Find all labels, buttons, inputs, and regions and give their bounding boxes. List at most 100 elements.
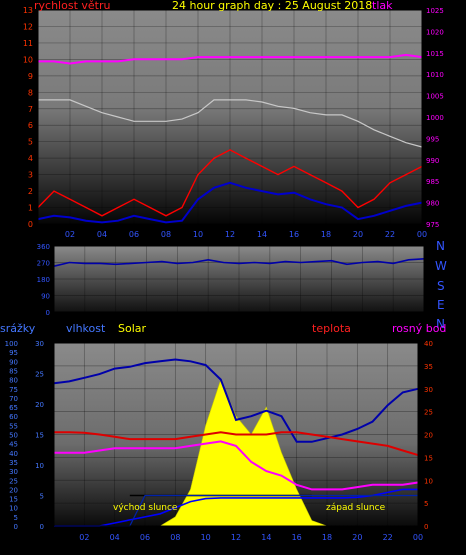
plot-frame bbox=[37, 9, 423, 225]
x-tick-label: 16 bbox=[292, 533, 302, 542]
x-tick-label: 14 bbox=[257, 230, 267, 239]
y-tick-label-left: 5 bbox=[28, 138, 33, 147]
y-tick-label-left: 75 bbox=[9, 386, 18, 394]
y-tick-label-right: 1020 bbox=[426, 28, 444, 36]
wind-pressure-grid bbox=[38, 9, 423, 225]
compass-n-top: N bbox=[436, 239, 445, 253]
plot-frame bbox=[53, 245, 425, 313]
y-tick-label-left: 100 bbox=[5, 340, 18, 348]
y-tick-label-left: 40 bbox=[9, 450, 18, 458]
y-tick-label-left: 85 bbox=[9, 367, 18, 375]
x-tick-label: 20 bbox=[352, 533, 362, 542]
temperature-humidity-axes: 0510152025303540051015202530354045505560… bbox=[5, 340, 433, 542]
rain-line bbox=[54, 488, 418, 527]
x-tick-label: 12 bbox=[225, 230, 235, 239]
sunrise-annotation: východ slunce bbox=[113, 503, 178, 513]
temperature-line bbox=[54, 431, 419, 457]
y-tick-label-left: 20 bbox=[9, 486, 18, 494]
x-tick-label: 06 bbox=[140, 533, 150, 542]
y-tick-label-left: 70 bbox=[9, 395, 18, 403]
y-tick-label-right: 990 bbox=[426, 157, 439, 165]
y-tick-label-right: 1000 bbox=[426, 114, 444, 122]
compass-s: S bbox=[437, 279, 445, 293]
x-tick-label: 12 bbox=[231, 533, 241, 542]
pressure-label: tlak bbox=[372, 0, 393, 12]
x-tick-label: 02 bbox=[79, 533, 89, 542]
y-tick-label-right: 995 bbox=[426, 135, 439, 143]
y-tick-label-left2: 30 bbox=[35, 340, 44, 348]
y-tick-label-left: 80 bbox=[9, 377, 18, 385]
series-line-0 bbox=[37, 149, 423, 217]
y-tick-label-right: 1005 bbox=[426, 93, 444, 101]
y-tick-label-right: 35 bbox=[424, 363, 433, 371]
y-tick-label-left: 25 bbox=[9, 477, 18, 485]
y-tick-label-left: 3 bbox=[28, 171, 33, 180]
wind-direction-series bbox=[53, 258, 425, 267]
series-line-0 bbox=[53, 258, 425, 267]
humidity-label: vlhkost bbox=[66, 322, 106, 335]
x-tick-label: 10 bbox=[201, 533, 211, 542]
y-tick-label-left: 8 bbox=[28, 88, 33, 97]
compass-e: E bbox=[437, 298, 445, 312]
x-tick-label: 04 bbox=[110, 533, 120, 542]
x-tick-label: 08 bbox=[170, 533, 180, 542]
y-tick-label-left: 0 bbox=[14, 523, 18, 531]
wind-direction-plot-area bbox=[54, 246, 424, 312]
x-tick-label: 18 bbox=[321, 230, 331, 239]
y-tick-label-left: 1 bbox=[28, 204, 33, 213]
dewpoint-line bbox=[54, 440, 419, 491]
y-tick-label-left: 6 bbox=[28, 121, 33, 130]
y-tick-label-right: 40 bbox=[424, 340, 433, 348]
y-tick-label-left: 90 bbox=[9, 358, 18, 366]
x-tick-label: 08 bbox=[161, 230, 171, 239]
y-tick-label-right: 0 bbox=[424, 523, 428, 531]
y-tick-label-right: 20 bbox=[424, 432, 433, 440]
y-tick-label-left2: 0 bbox=[40, 523, 44, 531]
wind-speed-label: rychlost větru bbox=[34, 0, 110, 12]
y-tick-label: 360 bbox=[37, 243, 50, 251]
y-tick-label-right: 30 bbox=[424, 386, 433, 394]
x-tick-label: 10 bbox=[193, 230, 203, 239]
y-tick-label-left: 0 bbox=[28, 220, 33, 229]
compass-n-bottom: N bbox=[436, 317, 445, 331]
y-tick-label-left: 9 bbox=[28, 72, 33, 81]
y-tick-label-left: 50 bbox=[9, 432, 18, 440]
x-tick-label: 04 bbox=[97, 230, 107, 239]
series-line-1 bbox=[37, 181, 423, 224]
y-tick-label-left: 35 bbox=[9, 459, 18, 467]
y-tick-label-left2: 10 bbox=[35, 462, 44, 470]
y-tick-label-right: 975 bbox=[426, 221, 439, 229]
series-line-3 bbox=[38, 99, 423, 148]
y-tick-label-right: 10 bbox=[424, 477, 433, 485]
y-tick-label-left: 12 bbox=[23, 22, 33, 31]
y-tick-label-left: 7 bbox=[28, 105, 33, 114]
wind-pressure-axes: 0123456789101112139759809859909951000100… bbox=[23, 6, 444, 239]
y-tick-label-right: 25 bbox=[424, 409, 433, 417]
y-tick-label: 270 bbox=[37, 260, 50, 268]
y-tick-label-right: 5 bbox=[424, 500, 428, 508]
y-tick-label-right: 985 bbox=[426, 178, 439, 186]
x-tick-label: 14 bbox=[261, 533, 271, 542]
y-tick-label-left: 30 bbox=[9, 468, 18, 476]
y-tick-label-left: 45 bbox=[9, 441, 18, 449]
y-tick-label: 180 bbox=[37, 276, 50, 284]
y-tick-label-left: 10 bbox=[9, 505, 18, 513]
x-tick-label: 16 bbox=[289, 230, 299, 239]
y-tick-label-right: 1025 bbox=[426, 7, 444, 15]
y-tick-label-left2: 20 bbox=[35, 401, 44, 409]
temperature-label: teplota bbox=[312, 322, 351, 335]
y-tick-label-right: 15 bbox=[424, 454, 433, 462]
compass-w: W bbox=[435, 259, 447, 273]
wind-pressure-series bbox=[37, 53, 423, 224]
y-tick-label: 0 bbox=[46, 309, 50, 317]
x-tick-label: 20 bbox=[353, 230, 363, 239]
y-tick-label-left: 65 bbox=[9, 404, 18, 412]
y-tick-label-right: 1015 bbox=[426, 50, 444, 58]
y-tick-label-left2: 15 bbox=[35, 432, 44, 440]
x-tick-label: 00 bbox=[417, 230, 427, 239]
y-tick-label-left: 55 bbox=[9, 422, 18, 430]
y-tick-label-left: 5 bbox=[14, 514, 18, 522]
sunset-annotation: západ slunce bbox=[326, 503, 386, 513]
y-tick-label-left: 2 bbox=[28, 187, 33, 196]
